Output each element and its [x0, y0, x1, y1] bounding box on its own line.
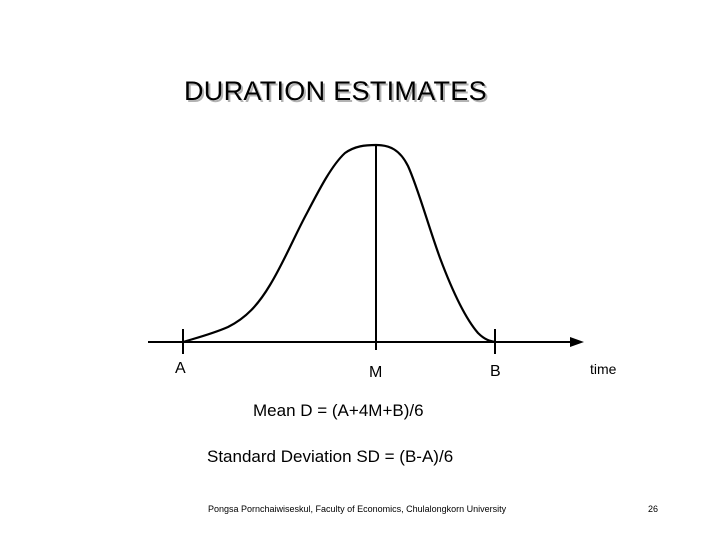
label-m: M: [369, 364, 383, 381]
label-time: time: [590, 361, 617, 377]
footer-credit: Pongsa Pornchaiwiseskul, Faculty of Econ…: [208, 504, 507, 514]
page-number: 26: [648, 504, 659, 514]
label-b: B: [490, 363, 501, 380]
time-axis-arrowhead: [570, 337, 584, 347]
label-a: A: [175, 360, 186, 377]
mean-formula: Mean D = (A+4M+B)/6: [253, 401, 424, 420]
sd-formula: Standard Deviation SD = (B-A)/6: [207, 447, 454, 466]
distribution-curve: [181, 143, 497, 344]
slide-title: DURATION ESTIMATES: [184, 76, 487, 106]
